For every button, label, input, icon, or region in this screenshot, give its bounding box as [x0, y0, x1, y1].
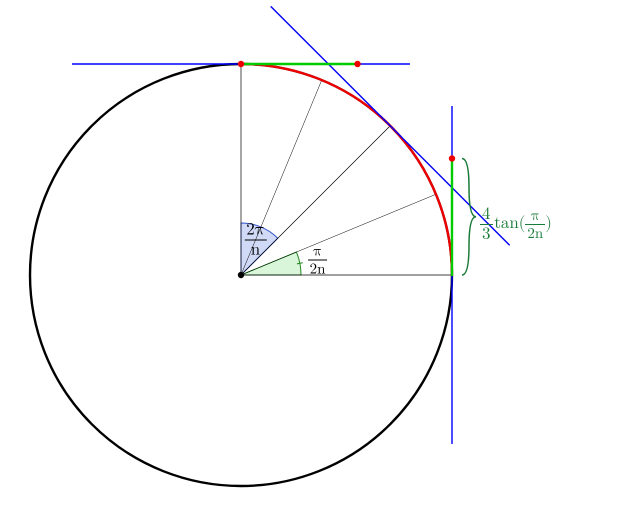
anchor-dot: [238, 61, 244, 67]
handle-dot: [354, 61, 360, 67]
radius-line-thin: [241, 80, 322, 275]
brace: [462, 158, 476, 275]
radius-line: [241, 126, 390, 275]
diagram-svg: [0, 0, 635, 526]
diagram-root: 43 tan(π2n)2πnπ2n: [0, 0, 635, 526]
handle-dot: [449, 155, 455, 161]
center-dot: [238, 272, 244, 278]
